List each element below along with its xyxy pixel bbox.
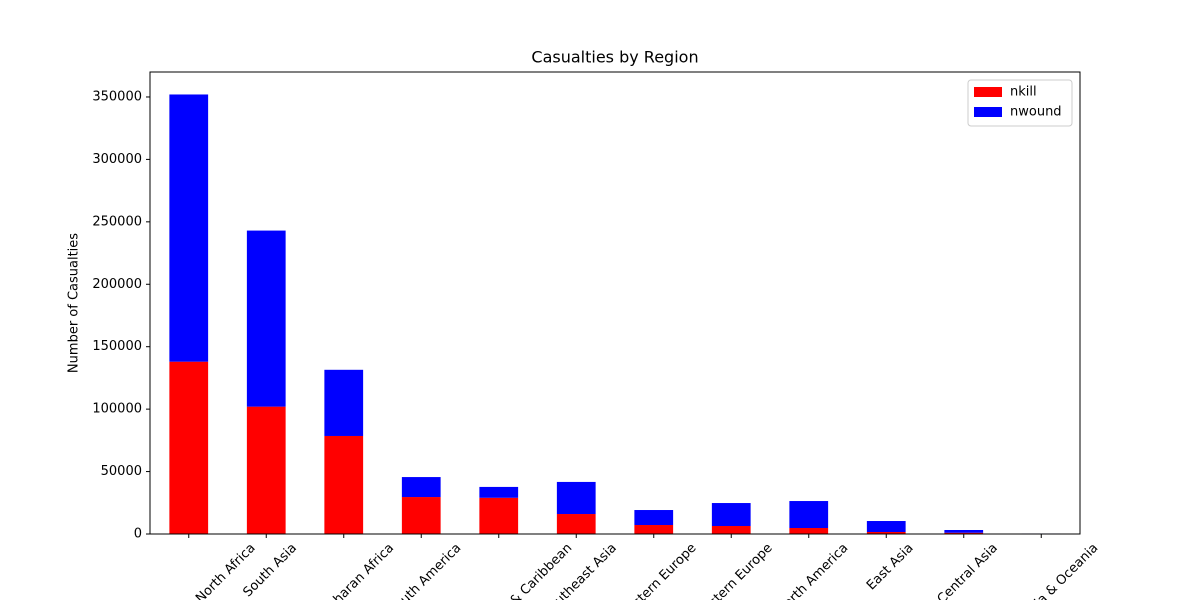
bar-segment (401, 497, 441, 534)
x-tick-label: Western Europe (616, 541, 700, 600)
chart-title: Casualties by Region (531, 48, 698, 67)
bar-segment (944, 532, 984, 534)
bar-segment (479, 497, 519, 534)
bar-segment (556, 514, 596, 534)
plot-frame (149, 71, 1081, 535)
y-tick-label: 50000 (101, 464, 142, 479)
bar-segment (866, 521, 906, 533)
x-tick-label: Sub-Saharan Africa (298, 541, 397, 600)
bar-segment (866, 532, 906, 534)
x-tick-label: Middle East & North Africa (127, 541, 259, 600)
bar-segment (246, 230, 286, 407)
x-tick-label: Australasia & Oceania (989, 541, 1101, 600)
bar-segment (401, 477, 441, 498)
bar-segment (324, 435, 364, 534)
bar-segment (789, 501, 829, 529)
bar-segment (324, 369, 364, 436)
y-tick-label: 150000 (92, 339, 142, 354)
bar-segment (711, 526, 751, 534)
x-tick-label: East Asia (864, 541, 917, 594)
y-tick-label: 350000 (92, 89, 142, 104)
bar-segment (634, 510, 674, 526)
x-tick-label: Central Asia (935, 541, 1001, 600)
bar-segment (789, 528, 829, 534)
legend-label: nkill (1010, 85, 1037, 100)
bar-segment (634, 525, 674, 534)
bar-segment (169, 94, 209, 362)
x-tick-label: North America (774, 541, 851, 600)
y-tick-label: 300000 (92, 152, 142, 167)
y-tick-label: 100000 (92, 402, 142, 417)
bar-segment (711, 503, 751, 527)
bar-segment (246, 406, 286, 534)
bar-segment (169, 361, 209, 534)
bar-segment (479, 486, 519, 498)
legend-swatch (974, 107, 1002, 117)
bar-segment (944, 530, 984, 533)
y-axis-label: Number of Casualties (67, 233, 82, 373)
x-tick-label: South America (386, 541, 464, 600)
y-tick-label: 0 (134, 527, 142, 542)
legend-label: nwound (1010, 105, 1062, 120)
y-tick-label: 250000 (92, 214, 142, 229)
bar-segment (556, 481, 596, 515)
legend-swatch (974, 87, 1002, 97)
y-tick-label: 200000 (92, 277, 142, 292)
x-tick-label: Eastern Europe (695, 541, 776, 600)
